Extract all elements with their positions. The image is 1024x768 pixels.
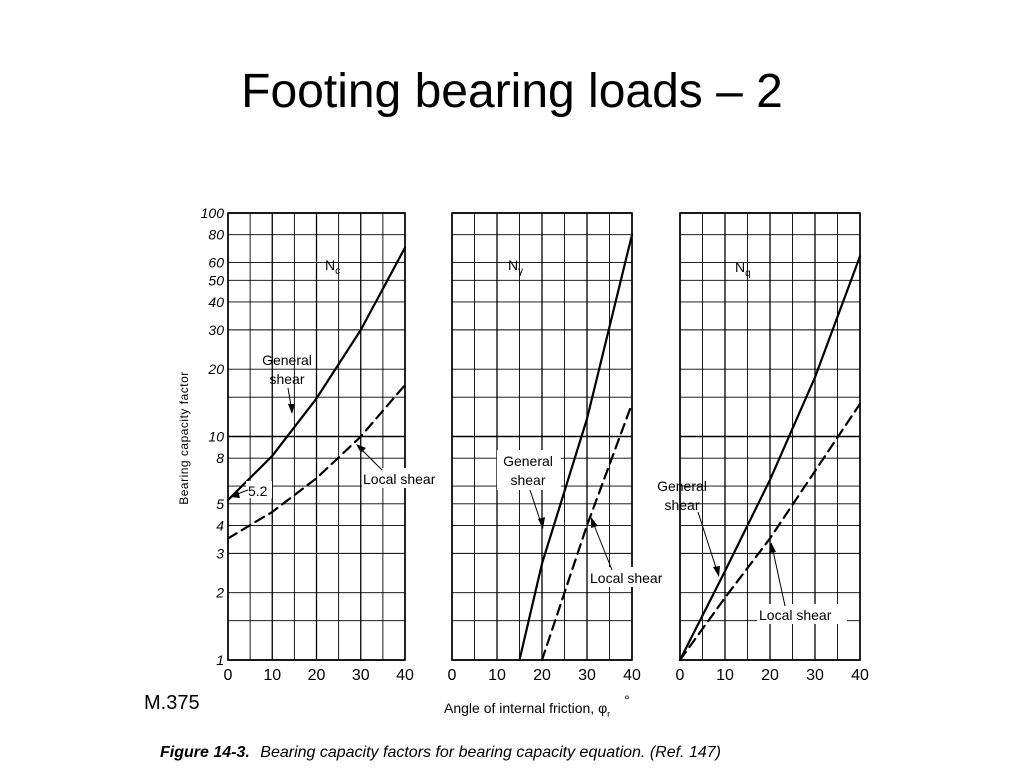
ngamma-local-shear-annotation: Local shear [588,567,678,587]
y-tick-label: 30 [208,322,224,338]
x-tick-label: 30 [806,667,824,684]
ngamma-local-leader [591,519,613,571]
y-tick-label: 3 [216,545,224,561]
y-tick-label: 60 [208,255,224,271]
slide-title: Footing bearing loads – 2 [241,65,783,118]
x-tick-label: 40 [623,667,641,684]
nc-local-shear-annotation: Local shear [362,468,450,488]
y-tick-label: 40 [208,294,224,310]
local-shear-curve [678,402,862,662]
x-tick-label: 30 [578,667,596,684]
panel-2: 0 10 20 30 40 [448,212,641,684]
x-tick-label: 0 [224,667,233,684]
local-shear-curve [540,402,634,662]
nq-general-shear-annotation: General shear [657,478,707,513]
svg-text:shear: shear [269,371,304,387]
svg-text:General: General [657,478,707,494]
x-tick-label: 40 [396,667,414,684]
y-tick-label: 80 [208,227,224,243]
svg-text:Local shear: Local shear [590,570,663,586]
nc-intercept-arrowhead [230,491,240,498]
svg-text:Local shear: Local shear [363,471,436,487]
y-tick-label: 4 [216,517,224,533]
panel-frame [227,212,406,661]
svg-text:shear: shear [510,472,545,488]
x-tick-label: 0 [448,667,457,684]
y-tick-label: 100 [201,205,225,221]
nq-general-arrowhead [713,566,720,577]
y-tick-label: 50 [208,272,224,288]
svg-text:General: General [503,453,553,469]
y-tick-label: 20 [207,361,224,377]
svg-text:shear: shear [664,497,699,513]
x-tick-label: 10 [488,667,506,684]
ngamma-label: Nγ [508,257,523,277]
ngamma-local-arrowhead [591,517,598,528]
x-tick-label: 10 [263,667,281,684]
x-tick-label: 20 [308,667,326,684]
x-axis-label: Angle of internal friction, φr° [444,692,630,719]
x-tick-label: 30 [352,667,370,684]
ngamma-general-arrowhead [538,517,545,529]
x-tick-label: 20 [533,667,551,684]
nq-general-leader [697,511,719,575]
svg-text:Local shear: Local shear [759,607,832,623]
x-tick-label: 0 [676,667,685,684]
x-tick-label: 20 [761,667,779,684]
panel-frame [679,212,861,661]
general-shear-curve [678,255,862,662]
y-tick-label: 2 [215,585,224,601]
figure-number: Figure 14-3. [160,744,250,761]
local-shear-curve [226,383,407,540]
general-shear-curve [226,246,407,502]
nc-local-arrowhead [356,444,366,453]
svg-text:5.2: 5.2 [248,483,268,499]
y-tick-label: 10 [208,429,224,445]
y-tick-label: 1 [216,652,224,668]
panel-3: 0 10 20 30 40 [676,212,869,684]
nc-intercept-annotation: 5.2 [246,481,272,499]
svg-text:General: General [262,352,312,368]
general-shear-curve [518,233,634,662]
y-axis-label: Bearing capacity factor [177,371,191,505]
nc-general-arrowhead [288,404,295,414]
x-tick-label: 10 [716,667,734,684]
reference-label: M.375 [144,692,200,714]
y-tick-label: 5 [216,496,224,512]
x-tick-label: 40 [851,667,869,684]
nc-general-shear-annotation: General shear [262,352,312,387]
nq-local-arrowhead [769,542,776,553]
figure-caption: Figure 14-3. Bearing capacity factors fo… [160,744,721,762]
y-tick-label: 8 [216,450,224,466]
nq-local-leader [771,545,786,607]
nq-label: Nq [735,259,751,279]
nq-local-shear-annotation: Local shear [757,604,847,624]
nc-label: Nc [325,257,340,277]
ngamma-general-shear-annotation: General shear [497,450,561,490]
figure-caption-text: Bearing capacity factors for bearing cap… [260,744,721,761]
